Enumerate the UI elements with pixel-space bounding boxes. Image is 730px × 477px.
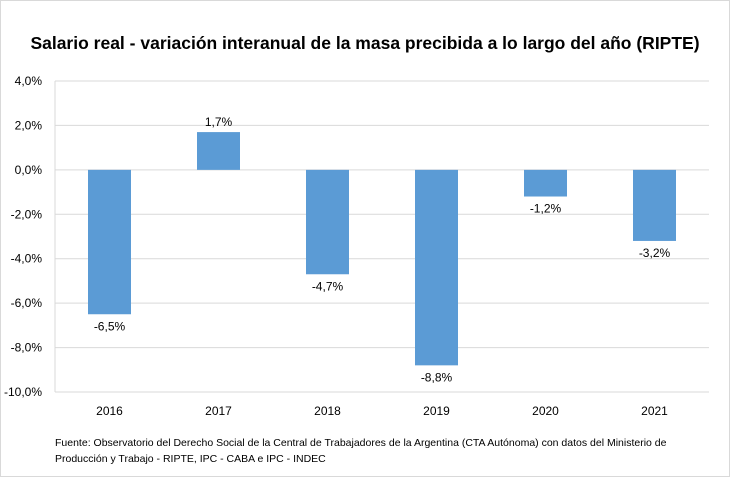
x-tick-label: 2017 (205, 404, 232, 418)
x-tick-label: 2020 (532, 404, 559, 418)
y-tick-label: 4,0% (15, 74, 43, 88)
data-label: 1,7% (205, 115, 233, 129)
x-tick-label: 2016 (96, 404, 123, 418)
bar-2016 (88, 169, 131, 315)
bar-2017 (197, 132, 240, 170)
y-tick-label: -4,0% (11, 252, 43, 266)
y-tick-label: 2,0% (15, 118, 43, 132)
bar-2021 (633, 169, 676, 241)
y-tick-label: -2,0% (11, 207, 43, 221)
bar-2020 (524, 169, 567, 197)
data-label: -4,7% (312, 279, 344, 293)
source-footnote: Fuente: Observatorio del Derecho Social … (55, 437, 667, 465)
y-tick-label: -8,0% (11, 341, 43, 355)
x-tick-label: 2019 (423, 404, 450, 418)
data-label: -3,2% (639, 246, 671, 260)
x-tick-label: 2021 (641, 404, 668, 418)
bar-chart: 4,0% 2,0% 0,0% -2,0% -4,0% -6,0% -8,0% -10,0% -6… (4, 74, 709, 418)
chart-title: Salario real - variación interanual de l… (30, 33, 700, 53)
data-label: -8,8% (421, 370, 453, 384)
y-tick-label: 0,0% (15, 163, 43, 177)
data-label: -1,2% (530, 202, 562, 216)
y-tick-label: -6,0% (11, 296, 43, 310)
x-tick-label: 2018 (314, 404, 341, 418)
data-label: -6,5% (94, 319, 126, 333)
bar-2018 (306, 169, 349, 275)
bar-2019 (415, 169, 458, 366)
y-tick-label: -10,0% (4, 385, 42, 399)
